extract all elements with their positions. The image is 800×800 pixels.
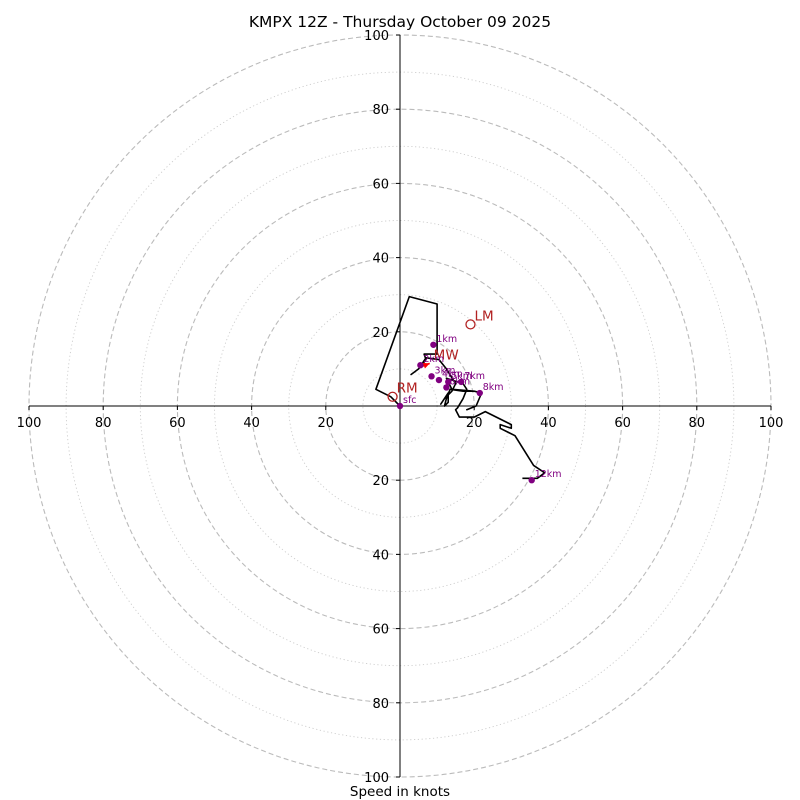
tick-label: 20: [466, 416, 483, 431]
height-marker-sfc: [396, 402, 404, 410]
tick-label: 100: [364, 771, 389, 786]
storm-motion-rm-label: RM: [397, 381, 418, 397]
storm-motion-lm-label: LM: [474, 308, 493, 324]
tick-label: 80: [95, 416, 112, 431]
height-marker-7km: [458, 378, 465, 386]
tick-label: 100: [759, 416, 784, 431]
height-marker-4km: [435, 376, 443, 384]
height-marker-2km: [417, 361, 424, 369]
tick-label: 60: [372, 623, 389, 638]
tick-label: 60: [614, 416, 631, 431]
storm-motion-rm-marker: [387, 391, 398, 402]
tick-label: 100: [17, 416, 42, 431]
tick-label: 20: [372, 326, 389, 341]
tick-label: 80: [372, 697, 389, 712]
height-label-4km: 4km: [442, 369, 463, 380]
tick-label: 80: [689, 416, 706, 431]
height-marker-3km: [428, 373, 435, 380]
height-label-2km: 2km: [423, 354, 444, 365]
axis-ticks: [28, 34, 772, 778]
tick-labels-positive-y: 20 40 60 80 100: [364, 29, 389, 341]
height-label-7km: 7km: [464, 371, 485, 382]
tick-label: 40: [372, 252, 389, 267]
height-markers: sfc1km2km3km4km5km6km7km8km12km: [396, 334, 562, 484]
tick-labels-negative-x: 20 40 60 80 100: [17, 416, 334, 431]
tick-label: 100: [364, 29, 389, 44]
height-marker-6km: [443, 384, 450, 391]
chart-title: KMPX 12Z - Thursday October 09 2025: [249, 13, 551, 31]
x-axis-label: Speed in knots: [350, 784, 450, 800]
storm-motion-mw-label: MW: [434, 347, 459, 363]
tick-label: 40: [540, 416, 557, 431]
height-label-8km: 8km: [483, 382, 504, 393]
tick-label: 80: [372, 103, 389, 118]
height-marker-8km: [476, 389, 483, 397]
height-marker-12km: [528, 477, 535, 484]
storm-motion-lm-marker: [465, 319, 476, 330]
tick-labels-negative-y: 20 40 60 80 100: [364, 474, 389, 786]
height-label-12km: 12km: [535, 469, 562, 480]
tick-label: 60: [372, 177, 389, 192]
height-label-1km: 1km: [436, 334, 457, 345]
tick-label: 20: [318, 416, 335, 431]
storm-motion-markers: RM LM MW: [387, 308, 494, 402]
tick-labels-positive-x: 20 40 60 80 100: [466, 416, 783, 431]
height-label-5km: 5km: [451, 371, 472, 382]
height-label-sfc: sfc: [403, 395, 417, 406]
height-marker-1km: [430, 341, 437, 348]
tick-label: 20: [372, 474, 389, 489]
mean-wind-arrow-head: [422, 362, 430, 369]
height-marker-5km: [445, 378, 452, 386]
tick-label: 40: [372, 548, 389, 563]
height-label-3km: 3km: [435, 365, 456, 376]
tick-label: 40: [243, 416, 260, 431]
tick-label: 60: [169, 416, 186, 431]
